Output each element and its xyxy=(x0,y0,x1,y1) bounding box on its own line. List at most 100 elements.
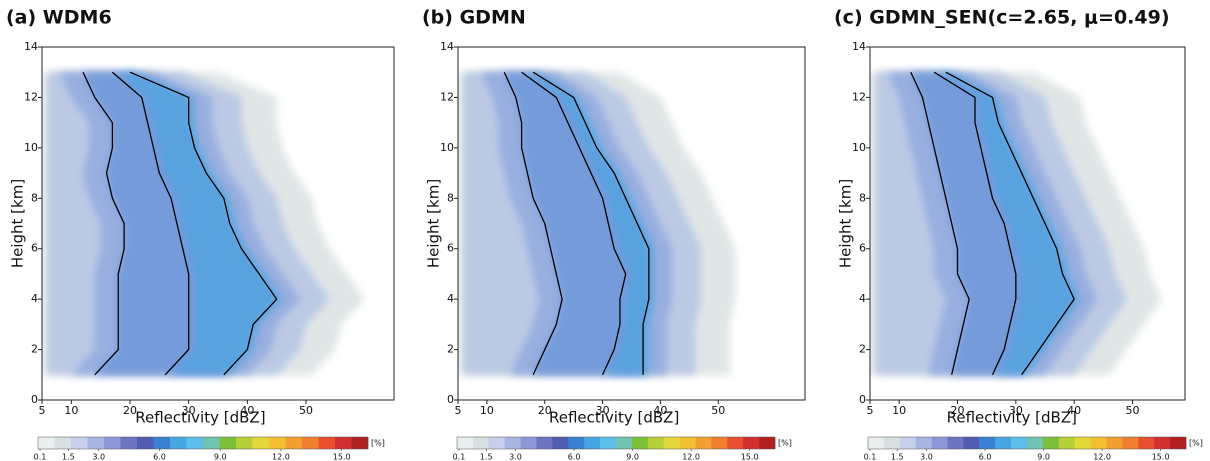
colorbar-swatch xyxy=(351,437,369,449)
x-tick-label: 30 xyxy=(1009,404,1023,417)
panel-title: (c) GDMN_SEN(c=2.65, μ=0.49) xyxy=(834,7,1170,29)
colorbar-swatch xyxy=(137,437,154,449)
panel-title: (a) WDM6 xyxy=(6,7,112,29)
colorbar-swatch xyxy=(931,437,948,449)
x-tick-label: 30 xyxy=(182,404,196,417)
shade-band xyxy=(940,72,1080,375)
y-tick-label: 0 xyxy=(447,393,454,406)
colorbar-swatch xyxy=(711,437,728,449)
colorbar-tick-label: 1.5 xyxy=(480,453,493,461)
y-tick-label: 2 xyxy=(859,343,866,356)
colorbar-swatch xyxy=(1011,437,1028,449)
colorbar-swatch xyxy=(120,437,138,449)
y-axis-label: Height [km] xyxy=(425,179,443,268)
x-tick-label: 40 xyxy=(653,404,667,417)
plot-frame xyxy=(41,46,395,401)
x-tick-label: 20 xyxy=(951,404,965,417)
colorbar-swatch xyxy=(219,437,237,449)
y-tick-label: 10 xyxy=(440,141,454,154)
colorbar-swatch xyxy=(520,437,537,449)
shade-band xyxy=(527,72,655,375)
x-axis-label: Reflectivity [dBZ] xyxy=(947,409,1077,427)
colorbar-tick-label: 1.5 xyxy=(891,453,904,461)
colorbar-tick-label: 9.0 xyxy=(626,453,639,461)
y-tick-label: 0 xyxy=(859,393,866,406)
y-tick-label: 2 xyxy=(31,343,38,356)
y-tick-label: 12 xyxy=(440,90,454,103)
colorbar-swatch xyxy=(679,437,696,449)
colorbar-swatch xyxy=(743,437,760,449)
colorbar-swatch xyxy=(631,437,649,449)
colorbar-swatch xyxy=(979,437,996,449)
colorbar-tick-label: 15.0 xyxy=(1152,453,1170,461)
colorbar-frame xyxy=(867,436,1187,450)
frequency-shading xyxy=(458,72,736,375)
x-tick-label: 20 xyxy=(123,404,137,417)
colorbar-swatch xyxy=(318,437,336,449)
colorbar-tick-label: 0.1 xyxy=(34,453,47,461)
x-tick-label: 50 xyxy=(711,404,725,417)
y-tick-label: 6 xyxy=(859,242,866,255)
colorbar-swatch xyxy=(236,437,253,449)
colorbar-tick-label: 12.0 xyxy=(682,453,700,461)
colorbar-swatch xyxy=(153,437,171,449)
x-tick-label: 40 xyxy=(1067,404,1081,417)
x-tick-label: 5 xyxy=(39,404,46,417)
x-axis-label: Reflectivity [dBZ] xyxy=(135,409,265,427)
y-tick-label: 8 xyxy=(31,191,38,204)
colorbar-tick-label: 6.0 xyxy=(979,453,992,461)
colorbar-tick-label: 0.1 xyxy=(864,453,877,461)
colorbar-swatch xyxy=(568,437,585,449)
colorbar-tick-label: 3.0 xyxy=(92,453,105,461)
colorbar-swatch xyxy=(1106,437,1123,449)
panel: 5 10 20 30 40 50 0 2 4 6 8 10 12 14 (c) GDMN_SEN(c=2.6… xyxy=(834,7,1203,461)
colorbar-swatch xyxy=(104,437,121,449)
colorbar-swatch xyxy=(302,437,319,449)
frequency-shading xyxy=(870,72,1162,375)
x-tick-label: 5 xyxy=(455,404,462,417)
colorbar-swatch xyxy=(1138,437,1155,449)
colorbar-swatch xyxy=(1042,437,1060,449)
colorbar-tick-label: 15.0 xyxy=(741,453,759,461)
colorbar-swatch xyxy=(335,437,352,449)
colorbar-swatch xyxy=(269,437,286,449)
colorbar-unit: [%] xyxy=(1189,439,1203,448)
y-tick-label: 4 xyxy=(447,292,454,305)
colorbar-swatch xyxy=(536,437,553,449)
colorbar-swatch xyxy=(1170,437,1187,449)
colorbar-tick-label: 9.0 xyxy=(1037,453,1050,461)
profile-line xyxy=(945,71,1075,376)
colorbar-frame xyxy=(37,436,369,450)
colorbar-tick-label: 6.0 xyxy=(153,453,166,461)
colorbar-swatch xyxy=(170,437,187,449)
colorbar-swatch xyxy=(472,437,490,449)
colorbar-swatch xyxy=(54,437,72,449)
y-tick-label: 14 xyxy=(852,40,866,53)
colorbar-swatch xyxy=(1154,437,1171,449)
colorbar-swatch xyxy=(203,437,220,449)
colorbar-swatch xyxy=(1027,437,1044,449)
y-tick-label: 6 xyxy=(31,242,38,255)
profile-line xyxy=(933,71,1017,376)
y-tick-label: 0 xyxy=(31,393,38,406)
y-tick-label: 2 xyxy=(447,343,454,356)
colorbar-frame xyxy=(456,436,776,450)
profile-line xyxy=(910,71,970,375)
x-tick-label: 30 xyxy=(596,404,610,417)
y-tick-label: 4 xyxy=(31,292,38,305)
shade-band xyxy=(118,72,283,375)
colorbar-swatch xyxy=(584,437,601,449)
plot-frame xyxy=(869,46,1186,401)
colorbar-tick-label: 0.1 xyxy=(453,453,466,461)
y-axis-label: Height [km] xyxy=(837,179,855,268)
profile-line xyxy=(521,71,627,376)
colorbar-tick-label: 9.0 xyxy=(214,453,227,461)
colorbar-swatch xyxy=(868,437,885,449)
colorbar-swatch xyxy=(285,437,303,449)
y-tick-label: 10 xyxy=(24,141,38,154)
colorbar-swatch xyxy=(727,437,744,449)
colorbar-swatch xyxy=(995,437,1012,449)
y-tick-label: 14 xyxy=(440,40,454,53)
y-tick-label: 14 xyxy=(24,40,38,53)
